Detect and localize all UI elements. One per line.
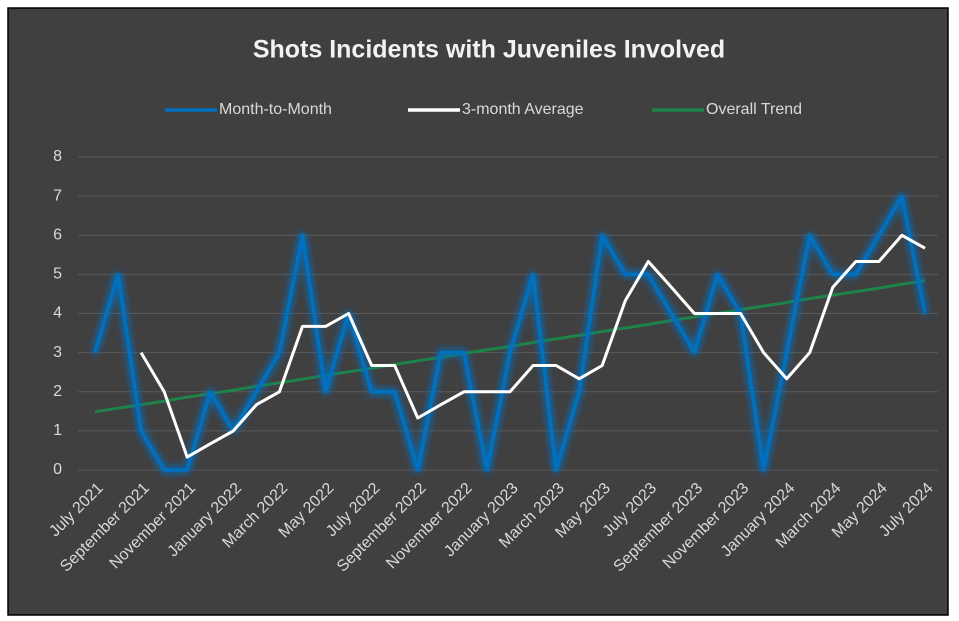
legend: Month-to-Month 3-month Average Overall Tre… [165,101,802,118]
y-tick-label: 7 [53,187,62,204]
line-series [139,233,926,459]
y-tick-label: 4 [53,305,62,322]
y-tick-label: 3 [53,344,62,361]
y-tick-label: 5 [53,266,62,283]
y-tick-label: 0 [53,461,62,478]
y-tick-label: 1 [53,422,62,439]
y-tick-label: 8 [53,148,62,165]
chart-title: Shots Incidents with Juveniles Involved [253,36,725,64]
y-tick-label: 2 [53,383,62,400]
legend-label: 3-month Average [462,101,584,118]
chart-background [7,7,949,616]
line-series [94,279,926,414]
y-tick-label: 6 [53,226,62,243]
legend-label: Overall Trend [706,101,802,118]
legend-label: Month-to-Month [219,101,332,118]
